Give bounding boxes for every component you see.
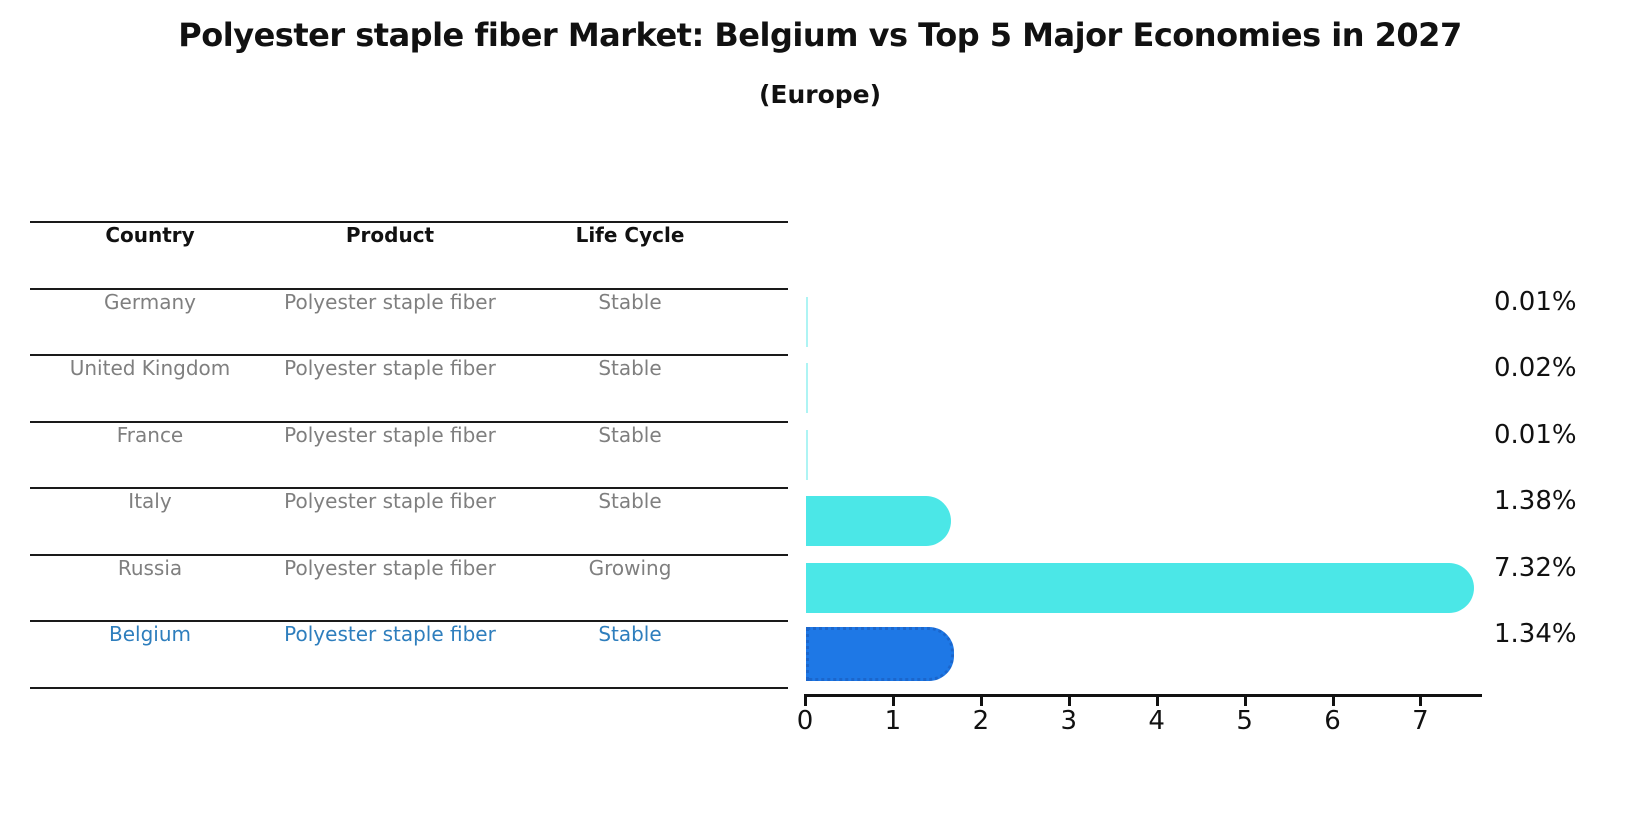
cell-country: Russia — [117, 556, 183, 580]
bar-italy — [806, 496, 952, 546]
column-header-country: Country — [105, 223, 195, 247]
x-axis-tick — [804, 694, 807, 706]
cell-product: Polyester staple fiber — [284, 489, 496, 513]
cell-country: France — [116, 423, 184, 447]
column-header-product: Product — [345, 223, 435, 247]
value-label: 1.38% — [1494, 486, 1577, 516]
cell-country: Italy — [128, 489, 172, 513]
value-label: 0.01% — [1494, 420, 1577, 450]
cell-life-cycle: Stable — [598, 489, 662, 513]
cell-country: Belgium — [109, 622, 191, 646]
x-axis-tick-label: 6 — [1324, 706, 1341, 736]
cell-product: Polyester staple fiber — [284, 356, 496, 380]
table-divider — [30, 221, 788, 223]
page-title: Polyester staple fiber Market: Belgium v… — [178, 16, 1462, 54]
cell-product: Polyester staple fiber — [284, 622, 496, 646]
x-axis-tick-label: 1 — [884, 706, 902, 736]
x-axis-tick-label: 4 — [1148, 706, 1165, 736]
bar-belgium — [806, 627, 954, 681]
x-axis-tick — [1243, 694, 1247, 706]
cell-product: Polyester staple fiber — [284, 290, 496, 314]
x-axis-line — [805, 694, 1482, 697]
cell-life-cycle: Stable — [598, 290, 662, 314]
cell-country: Germany — [104, 290, 196, 314]
x-axis-tick — [979, 694, 983, 706]
x-axis-tick — [1067, 694, 1071, 706]
value-label: 1.34% — [1494, 619, 1577, 649]
x-axis-tick-label: 2 — [972, 706, 990, 736]
cell-product: Polyester staple fiber — [284, 423, 496, 447]
x-axis-tick-label: 0 — [796, 706, 814, 736]
table-divider — [30, 686, 788, 689]
value-label: 7.32% — [1494, 553, 1577, 583]
page-subtitle: (Europe) — [758, 80, 882, 109]
cell-life-cycle: Stable — [598, 423, 662, 447]
cell-life-cycle: Stable — [598, 622, 662, 646]
bar-germany — [806, 297, 808, 347]
x-axis-tick-label: 3 — [1060, 706, 1078, 736]
bar-united-kingdom — [806, 363, 808, 413]
x-axis-tick — [1419, 694, 1423, 706]
table-divider — [30, 553, 788, 556]
table-divider — [30, 620, 788, 622]
cell-life-cycle: Growing — [588, 556, 672, 580]
x-axis-tick-label: 5 — [1236, 706, 1253, 736]
table-divider — [30, 487, 788, 489]
cell-country: United Kingdom — [69, 356, 231, 380]
table-divider — [30, 287, 788, 290]
table-divider — [30, 420, 788, 423]
x-axis-tick-label: 7 — [1412, 706, 1429, 736]
bar-france — [806, 430, 808, 480]
x-axis-tick — [891, 694, 895, 706]
cell-life-cycle: Stable — [598, 356, 662, 380]
cell-product: Polyester staple fiber — [284, 556, 496, 580]
bar-russia — [806, 563, 1474, 613]
value-label: 0.01% — [1494, 287, 1577, 317]
column-header-life-cycle: Life Cycle — [575, 223, 685, 247]
table-divider — [30, 354, 788, 356]
x-axis-tick — [1331, 694, 1335, 706]
value-label: 0.02% — [1494, 353, 1577, 383]
x-axis-tick — [1155, 694, 1159, 706]
